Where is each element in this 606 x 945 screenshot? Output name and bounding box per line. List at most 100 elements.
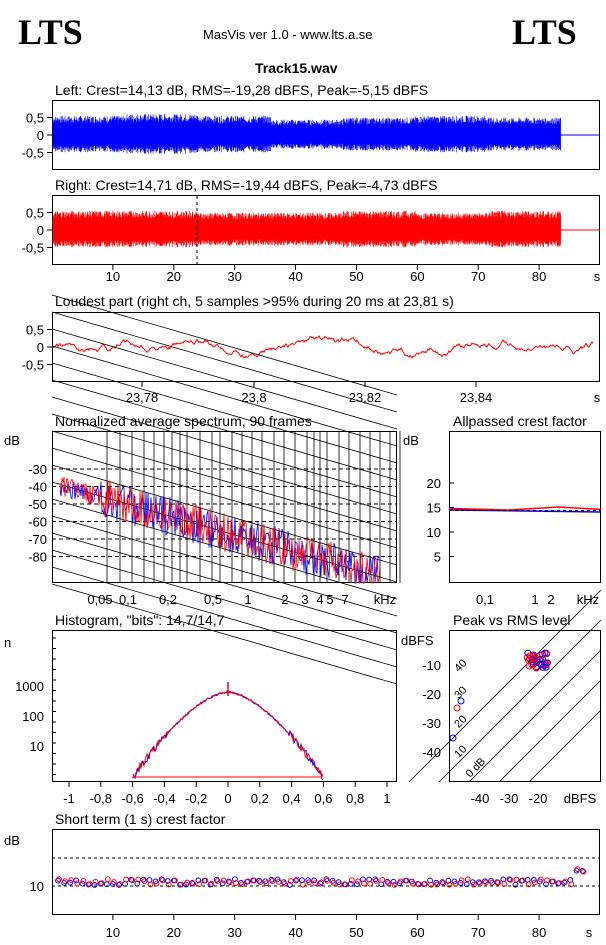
right-xtick-5: 60 bbox=[410, 269, 424, 284]
crest-point-left-25 bbox=[207, 881, 214, 888]
peakrms-ytick-3: -40 bbox=[422, 745, 441, 760]
spectrum-ytick-1: -40 bbox=[28, 480, 47, 495]
peakrms-point-38 bbox=[525, 656, 533, 664]
crest-point-left-29 bbox=[232, 876, 238, 883]
crest-xtick-7: 80 bbox=[532, 925, 546, 940]
loudest-xtick-1: 23,8 bbox=[241, 390, 266, 405]
crest-point-right-40 bbox=[300, 881, 306, 888]
right-xtick-7: 80 bbox=[532, 269, 546, 284]
peakrms-ytick-0: -10 bbox=[422, 658, 441, 673]
crest-point-right-4 bbox=[80, 877, 87, 884]
crest-point-left-69 bbox=[476, 879, 482, 886]
crest-point-right-26 bbox=[214, 878, 221, 884]
peakrms-point-39 bbox=[537, 660, 545, 668]
crest-point-right-8 bbox=[104, 876, 111, 883]
crest-point-left-43 bbox=[317, 880, 324, 887]
crest-point-right-35 bbox=[269, 878, 276, 884]
crest-xtick-1: 20 bbox=[167, 925, 181, 940]
right-ytick-0: 0,5 bbox=[26, 206, 44, 221]
crest-point-right-62 bbox=[434, 881, 441, 888]
crest-point-right-37 bbox=[281, 880, 288, 887]
peakrms-point-36 bbox=[537, 651, 545, 659]
crest-point-right-22 bbox=[190, 880, 197, 887]
crest-point-right-43 bbox=[318, 879, 325, 886]
peakrms-point-34 bbox=[529, 651, 537, 659]
peakrms-ytick-2: -30 bbox=[422, 716, 441, 731]
allpassed-xtick-0: 0,1 bbox=[476, 592, 494, 607]
histogram-xtick-8: 0,6 bbox=[314, 791, 332, 806]
crest-ylabel: dB bbox=[4, 833, 20, 848]
crest-point-right-66 bbox=[458, 877, 465, 884]
allpassed-right bbox=[448, 506, 602, 511]
peakrms-xunit: dBFS bbox=[564, 791, 597, 806]
logo-left: LTS bbox=[18, 12, 83, 52]
histogram-trace-left bbox=[132, 690, 324, 781]
histogram-xtick-6: 0,2 bbox=[251, 791, 269, 806]
crest-point-right-41 bbox=[306, 879, 313, 886]
spectrum-xtick-5: 2 bbox=[281, 592, 288, 607]
crest-point-right-23 bbox=[196, 881, 203, 887]
left-waveform-trace bbox=[52, 113, 561, 154]
crest-point-right-6 bbox=[92, 878, 99, 885]
crest-point-right-1 bbox=[62, 878, 68, 885]
crest-point-left-55 bbox=[390, 878, 397, 885]
histogram-xtick-3: -0,4 bbox=[153, 791, 175, 806]
crest-point-left-17 bbox=[158, 876, 165, 883]
peakrms-diag-2 bbox=[468, 649, 602, 783]
spectrum-diag-8 bbox=[51, 430, 398, 532]
spectrum-diag-15 bbox=[51, 549, 398, 651]
crest-point-left-13 bbox=[134, 880, 141, 887]
crest-point-right-0 bbox=[56, 876, 62, 883]
crest-point-left-28 bbox=[225, 878, 232, 885]
spectrum-diag-0 bbox=[51, 294, 398, 396]
crest-point-right-54 bbox=[385, 880, 392, 887]
spectrum-diag-1 bbox=[51, 311, 398, 413]
loudest-trace bbox=[52, 335, 594, 359]
logo-right: LTS bbox=[512, 12, 577, 52]
loudest-xtick-2: 23,82 bbox=[349, 390, 382, 405]
crest-point-left-86 bbox=[579, 868, 586, 874]
crest-point-left-77 bbox=[524, 876, 531, 883]
crest-xtick-5: 60 bbox=[410, 925, 424, 940]
histogram-ytick-0: 1000 bbox=[15, 679, 44, 694]
histogram-title: Histogram, "bits": 14,7/14,7 bbox=[55, 612, 225, 628]
crest-point-left-66 bbox=[457, 880, 464, 886]
crest-point-left-64 bbox=[445, 877, 452, 884]
histogram-xtick-10: 1 bbox=[383, 791, 390, 806]
crest-point-right-18 bbox=[165, 881, 172, 888]
spectrum-xtick-0: 0,05 bbox=[87, 592, 112, 607]
spectrum-title: Normalized average spectrum, 90 frames bbox=[55, 413, 312, 429]
crest-point-right-53 bbox=[379, 876, 386, 883]
crest-point-right-24 bbox=[202, 877, 209, 884]
crest-point-left-80 bbox=[543, 881, 549, 888]
crest-point-left-49 bbox=[354, 881, 360, 887]
histogram-xtick-9: 0,8 bbox=[346, 791, 364, 806]
right-xtick-0: 10 bbox=[106, 269, 120, 284]
spectrum-diag-2 bbox=[51, 328, 398, 430]
crest-point-right-12 bbox=[129, 877, 136, 884]
crest-point-right-9 bbox=[111, 879, 117, 885]
allpassed-xtick-2: 2 bbox=[547, 592, 554, 607]
histogram-xtick-1: -0,8 bbox=[90, 791, 112, 806]
peakrms-diag-label-0: 40 bbox=[452, 657, 469, 674]
spectrum-diag-6 bbox=[51, 396, 398, 498]
histogram-xtick-4: -0,2 bbox=[185, 791, 207, 806]
crest-xtick-2: 30 bbox=[227, 925, 241, 940]
peakrms-outlier-2 bbox=[457, 697, 465, 705]
crest-point-right-75 bbox=[513, 876, 520, 883]
spectrum-xtick-8: 5 bbox=[326, 592, 333, 607]
right-xtick-1: 20 bbox=[167, 269, 181, 284]
allpassed-ytick-2: 10 bbox=[427, 525, 441, 540]
histogram-ytick-2: 10 bbox=[30, 739, 44, 754]
peakrms-ytick-1: -20 bbox=[422, 687, 441, 702]
crest-point-left-6 bbox=[91, 882, 98, 888]
crest-point-left-63 bbox=[439, 879, 446, 886]
histogram-xtick-7: 0,4 bbox=[283, 791, 301, 806]
loudest-ytick-1: 0 bbox=[37, 340, 44, 355]
spectrum-diag-10 bbox=[51, 464, 398, 566]
right-xunit: s bbox=[594, 269, 601, 284]
peakrms-diag-label-2: 20 bbox=[452, 713, 469, 730]
spectrum-diag-13 bbox=[51, 515, 398, 617]
spectrum-ytick-4: -70 bbox=[28, 532, 47, 547]
crest-point-right-61 bbox=[428, 881, 435, 888]
